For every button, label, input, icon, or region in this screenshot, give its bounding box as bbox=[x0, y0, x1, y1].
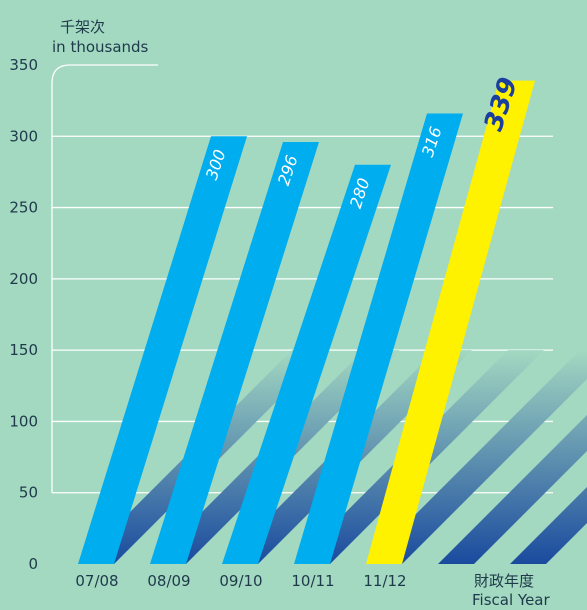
x-tick-label: 08/09 bbox=[147, 572, 190, 590]
y-unit-zh: 千架次 bbox=[60, 18, 105, 36]
bar-08-09 bbox=[150, 141, 319, 564]
x-tick-label: 07/08 bbox=[75, 572, 118, 590]
x-tick-label: 10/11 bbox=[291, 572, 334, 590]
ribbon bbox=[438, 414, 587, 564]
y-tick-label: 250 bbox=[9, 199, 38, 217]
x-tick-label: 09/10 bbox=[219, 572, 262, 590]
x-title-zh: 財政年度 bbox=[474, 572, 534, 590]
y-tick-label: 200 bbox=[9, 270, 38, 288]
y-tick-label: 50 bbox=[19, 484, 38, 502]
y-unit-en: in thousands bbox=[52, 38, 149, 56]
bar-11-12 bbox=[366, 80, 535, 564]
y-tick-label: 0 bbox=[28, 555, 38, 573]
frame-corner bbox=[51, 64, 158, 493]
y-tick-label: 350 bbox=[9, 56, 38, 74]
y-tick-label: 150 bbox=[9, 341, 38, 359]
ribbon bbox=[510, 486, 587, 564]
x-title-en: Fiscal Year bbox=[472, 591, 550, 609]
y-tick-label: 100 bbox=[9, 412, 38, 430]
y-tick-label: 300 bbox=[9, 127, 38, 145]
bar-09-10 bbox=[222, 164, 391, 565]
x-tick-label: 11/12 bbox=[363, 572, 406, 590]
bar-10-11 bbox=[294, 113, 463, 564]
ribbon bbox=[366, 350, 587, 564]
bars bbox=[78, 80, 535, 565]
bar-07-08 bbox=[78, 136, 247, 565]
